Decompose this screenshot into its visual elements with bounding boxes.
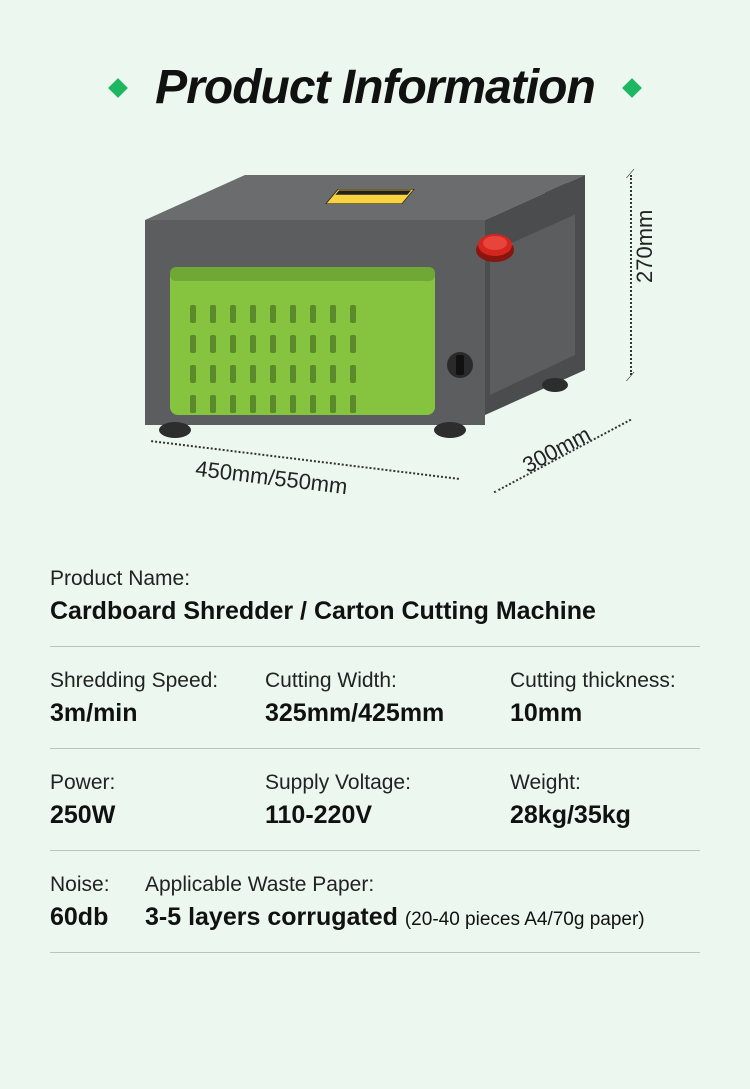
spec-label: Product Name: (50, 567, 700, 591)
spec-value: 3m/min (50, 699, 245, 728)
spec-label: Cutting Width: (265, 669, 490, 693)
specs-table: Product Name: Cardboard Shredder / Carto… (0, 545, 750, 953)
spec-value: 60db (50, 903, 125, 932)
spec-value: 10mm (510, 699, 700, 728)
dimension-tick: ⟋ (626, 167, 634, 182)
spec-row-cutting: Shredding Speed: 3m/min Cutting Width: 3… (50, 647, 700, 749)
spec-label: Noise: (50, 873, 125, 897)
spec-row-noise: Noise: 60db Applicable Waste Paper: 3-5 … (50, 851, 700, 953)
title-row: Product Information (0, 0, 750, 145)
dimension-tick: ⟋ (626, 370, 634, 385)
spec-applicable-waste: Applicable Waste Paper: 3-5 layers corru… (145, 873, 700, 932)
spec-label: Supply Voltage: (265, 771, 490, 795)
spec-value-main: 3-5 layers corrugated (145, 903, 398, 931)
spec-value: 3-5 layers corrugated (20-40 pieces A4/7… (145, 903, 700, 932)
spec-product-name: Product Name: Cardboard Shredder / Carto… (50, 567, 700, 626)
diamond-left-icon (108, 78, 128, 98)
spec-value: 110-220V (265, 801, 490, 830)
spec-row-power: Power: 250W Supply Voltage: 110-220V Wei… (50, 749, 700, 851)
spec-supply-voltage: Supply Voltage: 110-220V (265, 771, 490, 830)
spec-value: Cardboard Shredder / Carton Cutting Mach… (50, 597, 700, 626)
machine-svg (115, 175, 605, 445)
spec-noise: Noise: 60db (50, 873, 125, 932)
spec-label: Cutting thickness: (510, 669, 700, 693)
spec-cutting-width: Cutting Width: 325mm/425mm (265, 669, 490, 728)
spec-label: Power: (50, 771, 245, 795)
spec-weight: Weight: 28kg/35kg (510, 771, 700, 830)
spec-value: 250W (50, 801, 245, 830)
spec-value: 325mm/425mm (265, 699, 490, 728)
machine-illustration (115, 175, 605, 445)
spec-shredding-speed: Shredding Speed: 3m/min (50, 669, 245, 728)
spec-label: Shredding Speed: (50, 669, 245, 693)
spec-power: Power: 250W (50, 771, 245, 830)
page-title: Product Information (155, 60, 595, 115)
spec-label: Weight: (510, 771, 700, 795)
spec-label: Applicable Waste Paper: (145, 873, 700, 897)
spec-cutting-thickness: Cutting thickness: 10mm (510, 669, 700, 728)
product-figure: 450mm/550mm 300mm 270mm ⟋ ⟋ (55, 155, 695, 515)
dimension-height-label: 270mm (632, 210, 658, 283)
spec-row-name: Product Name: Cardboard Shredder / Carto… (50, 545, 700, 647)
spec-value-note: (20-40 pieces A4/70g paper) (405, 909, 645, 930)
diamond-right-icon (622, 78, 642, 98)
spec-value: 28kg/35kg (510, 801, 700, 830)
